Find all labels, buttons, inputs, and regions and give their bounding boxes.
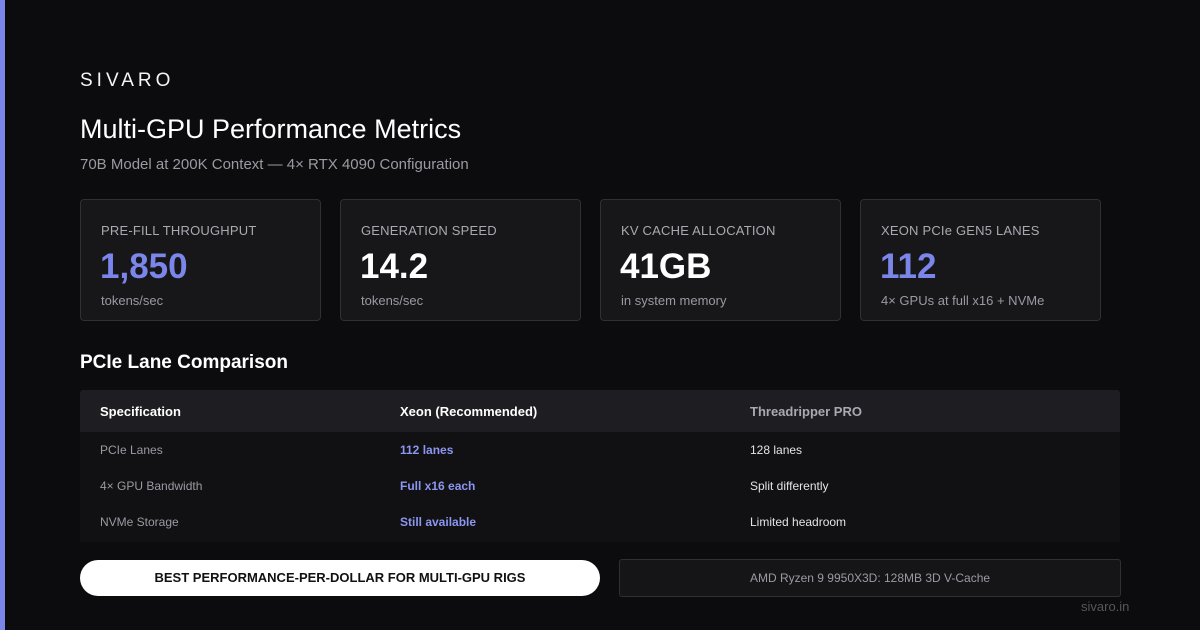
metric-label: PRE-FILL THROUGHPUT [101,223,257,238]
metric-card-kv-cache: KV CACHE ALLOCATION 41GB in system memor… [600,199,841,321]
table-cell: Split differently [750,479,829,493]
comparison-table: Specification Xeon (Recommended) Threadr… [80,390,1120,542]
metric-unit: tokens/sec [101,293,164,308]
table-cell: Full x16 each [400,479,476,493]
table-row: NVMe Storage Still available Limited hea… [80,504,1120,540]
metric-unit: 4× GPUs at full x16 + NVMe [881,293,1045,308]
table-cell: Limited headroom [750,515,847,529]
column-header: Xeon (Recommended) [400,404,538,419]
page-title: Multi-GPU Performance Metrics [80,114,462,144]
table-cell: NVMe Storage [100,515,179,529]
table-cell: 128 lanes [750,443,803,457]
table-cell: 112 lanes [400,443,454,457]
metric-label: XEON PCIe GEN5 LANES [881,223,1040,238]
footer-url: sivaro.in [1081,599,1130,614]
table-header: Specification Xeon (Recommended) Threadr… [80,390,1120,432]
section-title: PCIe Lane Comparison [80,352,288,373]
column-header: Threadripper PRO [750,404,862,419]
metric-label: KV CACHE ALLOCATION [621,223,776,238]
metric-card-pcie-lanes: XEON PCIe GEN5 LANES 112 4× GPUs at full… [860,199,1101,321]
brand-logo: SIVARO [80,70,175,91]
metric-label: GENERATION SPEED [361,223,497,238]
table-row: PCIe Lanes 112 lanes 128 lanes [80,432,1120,468]
metric-card-prefill: PRE-FILL THROUGHPUT 1,850 tokens/sec [80,199,321,321]
table-cell: 4× GPU Bandwidth [100,479,203,493]
table-cell: Still available [400,515,477,529]
metric-value: 1,850 [100,247,188,286]
cta-pill: BEST PERFORMANCE-PER-DOLLAR FOR MULTI-GP… [80,560,600,596]
metric-unit: in system memory [621,293,727,308]
table-body: PCIe Lanes 112 lanes 128 lanes 4× GPU Ba… [80,432,1120,542]
metric-unit: tokens/sec [361,293,424,308]
metric-value: 112 [880,247,937,286]
metric-card-generation: GENERATION SPEED 14.2 tokens/sec [340,199,581,321]
metric-value: 14.2 [360,247,429,286]
table-cell: PCIe Lanes [100,443,163,457]
metric-value: 41GB [620,247,712,286]
table-row: 4× GPU Bandwidth Full x16 each Split dif… [80,468,1120,504]
page-subtitle: 70B Model at 200K Context — 4× RTX 4090 … [80,156,469,173]
metric-cards: PRE-FILL THROUGHPUT 1,850 tokens/sec GEN… [80,199,1121,321]
cpu-note: AMD Ryzen 9 9950X3D: 128MB 3D V-Cache [619,559,1121,597]
accent-bar [0,0,5,630]
column-header: Specification [100,404,181,419]
